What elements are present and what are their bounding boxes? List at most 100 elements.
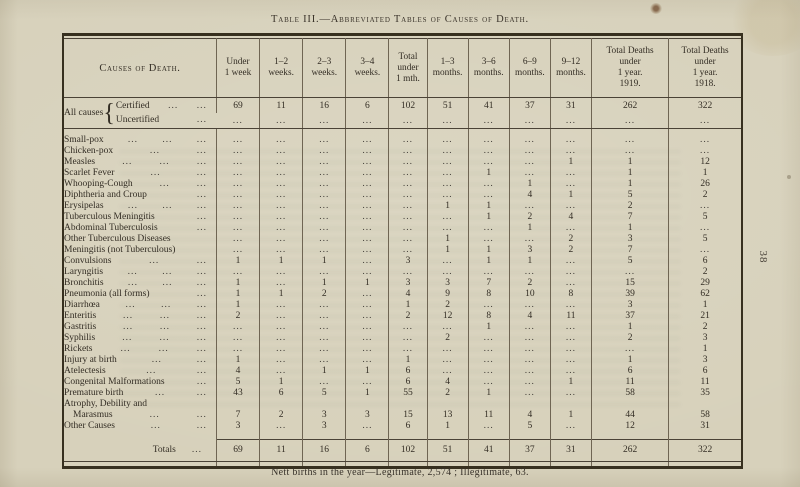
column-header: Total Deaths under 1 year. 1918. (668, 38, 741, 98)
value-cell: 3 (590, 300, 669, 311)
value-cell: ... (426, 157, 469, 168)
value-cell: 7 (590, 245, 669, 256)
value-cell: 1 (388, 300, 428, 311)
value-cell: 1 (467, 388, 510, 399)
value-cell: 21 (668, 311, 741, 322)
row-label-cell: Whooping-Cough...... (64, 179, 216, 190)
leader-dots: ... (150, 168, 161, 178)
value-cell: 1 (302, 278, 346, 289)
row-label-text: Scarlet Fever (64, 168, 115, 178)
value-cell: ... (549, 146, 592, 157)
value-cell: ... (426, 366, 469, 377)
value-cell: ... (549, 128, 592, 146)
table-row: Atelectesis...... 4... 1 1 6............ 6 6 (64, 366, 741, 377)
value-cell: 6 (668, 366, 741, 377)
leader-dots: ... (196, 410, 207, 420)
value-cell: ... (508, 234, 551, 245)
value-cell: 3 (302, 399, 346, 421)
row-label: Gastritis......... (64, 322, 216, 333)
value-cell: 1 (508, 179, 551, 190)
value-cell: ... (508, 168, 551, 179)
value-cell: ... (259, 344, 303, 355)
value-cell: 5 (590, 256, 669, 267)
value-cell: ... (508, 322, 551, 333)
value-cell: ... (215, 168, 260, 179)
spacer-cell (388, 432, 428, 440)
row-label-cell: Scarlet Fever...... (64, 168, 216, 179)
value-cell: ... (215, 179, 260, 190)
leader-dots: ... (162, 135, 173, 145)
value-cell: 7 (590, 212, 669, 223)
value-cell: 15 (388, 399, 428, 421)
value-cell: 1 (549, 399, 592, 421)
value-cell: 1 (259, 289, 303, 300)
value-cell: ... (467, 190, 510, 201)
paper-stain (787, 175, 791, 179)
row-label: Bronchitis......... (64, 278, 216, 289)
value-cell: 1 (668, 168, 741, 179)
table-row: Pneumonia (all forms)... 1 1 2... 4 9 8 10 8 39 62 (64, 289, 741, 300)
row-label-text: Injury at birth (64, 355, 117, 365)
leader-dots: ... (155, 388, 166, 398)
table-row: Injury at birth...... 1......... 1........… (64, 355, 741, 366)
row-label-cell: Erysipelas......... (64, 201, 216, 212)
spacer-cell (590, 432, 669, 440)
column-header: 9–12 months. (549, 38, 592, 98)
row-label-cell: Abdominal Tuberculosis... (64, 223, 216, 234)
value-cell: ... (508, 113, 551, 129)
value-cell: ... (345, 421, 389, 432)
row-label-text: Abdominal Tuberculosis (64, 223, 158, 233)
spacer-cell (388, 461, 428, 466)
row-label: Chicken-pox...... (64, 146, 216, 157)
value-cell: ... (302, 267, 346, 278)
totals-value-cell: 31 (549, 439, 592, 462)
totals-value-cell: 262 (590, 439, 669, 462)
value-cell: ... (215, 212, 260, 223)
row-label-text: Premature birth (64, 388, 124, 398)
value-cell: 1 (508, 223, 551, 234)
value-cell: ... (549, 256, 592, 267)
spacer-cell (590, 461, 669, 466)
column-header-causes: Causes of Death. (64, 38, 217, 98)
value-cell: 12 (668, 157, 741, 168)
leader-dots: ... (159, 333, 170, 343)
value-cell: 1 (590, 179, 669, 190)
value-cell: 1 (590, 157, 669, 168)
value-cell: 55 (388, 388, 428, 399)
value-cell: ... (549, 333, 592, 344)
value-cell: 1 (302, 256, 346, 267)
value-cell: ... (345, 157, 389, 168)
row-label: Atelectesis...... (64, 366, 216, 377)
leader-dots: ... (196, 256, 207, 266)
row-label: Whooping-Cough...... (64, 179, 216, 190)
leader-dots: ... (196, 223, 207, 233)
leader-dots: ... (191, 445, 202, 456)
value-cell: ... (549, 267, 592, 278)
value-cell: ... (302, 168, 346, 179)
value-cell: 6 (388, 377, 428, 388)
value-cell: ... (426, 267, 469, 278)
value-cell: 3 (388, 256, 428, 267)
value-cell: ... (388, 234, 428, 245)
value-cell: ... (215, 344, 260, 355)
row-label-text: Other Tuberculous Diseases (64, 234, 171, 244)
value-cell: 1 (668, 300, 741, 311)
value-cell: 3 (426, 278, 469, 289)
value-cell: ... (345, 223, 389, 234)
spacer-cell (302, 461, 346, 466)
value-cell: ... (259, 366, 303, 377)
value-cell: 4 (508, 190, 551, 201)
value-cell: 9 (426, 289, 469, 300)
value-cell: 44 (590, 399, 669, 421)
value-cell: ... (215, 201, 260, 212)
value-cell: ... (259, 201, 303, 212)
value-cell: ... (215, 190, 260, 201)
value-cell: ... (388, 146, 428, 157)
row-label-text: Diphtheria and Croup (64, 190, 147, 200)
totals-value-cell: 16 (302, 439, 346, 462)
value-cell: 5 (590, 190, 669, 201)
value-cell: 2 (590, 201, 669, 212)
value-cell: ... (549, 278, 592, 289)
row-label-cell: Other Tuberculous Diseases (64, 234, 216, 245)
value-cell: 2 (426, 333, 469, 344)
